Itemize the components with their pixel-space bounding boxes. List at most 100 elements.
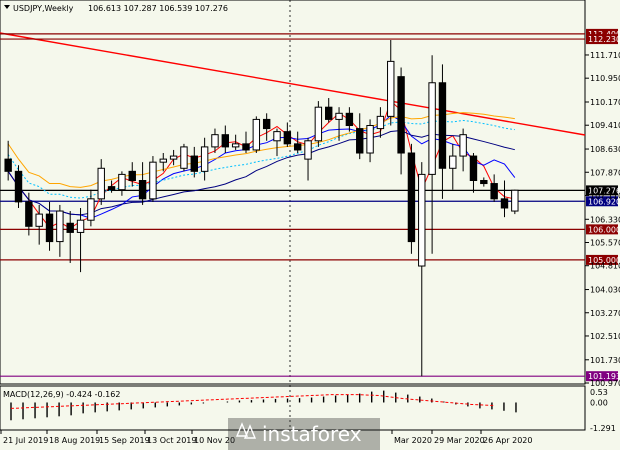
candle-body [459, 134, 467, 157]
candle-body [325, 106, 333, 120]
candle-body [283, 131, 292, 145]
candle-body [66, 222, 74, 233]
y-tick-label: 107.870 [590, 168, 620, 177]
level-label-box [586, 371, 618, 382]
candle-body [428, 82, 436, 175]
level-label: 107.276 [588, 186, 620, 195]
level-label: 101.193 [588, 372, 620, 381]
level-label: 105.000 [588, 256, 620, 265]
candle-body [221, 134, 230, 148]
instaforex-logo-icon [235, 422, 257, 439]
candle-body [87, 198, 95, 221]
macd-histogram [10, 390, 517, 421]
x-tick-label: 10 Nov 20 [194, 436, 235, 445]
macd-panel-frame [0, 385, 586, 431]
y-tick-label: 107.110 [590, 191, 620, 200]
y-tick-label: 102.510 [590, 332, 620, 341]
level-label-box [586, 28, 618, 39]
candle-body [190, 155, 198, 172]
macd-label: MACD(12,26,9) -0.424 -0.162 [3, 390, 120, 399]
candle-body [4, 158, 12, 172]
y-tick-label: 103.270 [590, 309, 620, 318]
level-label-box [586, 224, 618, 235]
candle-body [14, 170, 23, 203]
candle-body [242, 143, 250, 151]
candle-body [356, 128, 364, 154]
y-tick-label: 108.630 [590, 145, 620, 154]
candle-body [449, 155, 457, 169]
y-tick-label: 100.970 [590, 379, 620, 388]
macd-tick-label: 0.53 [590, 388, 608, 397]
macd-tick-label: -1.291 [590, 424, 616, 433]
candle-body [273, 131, 281, 142]
candle-body [169, 155, 178, 160]
watermark-text: instaforex [262, 422, 362, 446]
x-tick-label: 29 Mar 2020 [434, 436, 485, 445]
x-tick-label: 26 Apr 2020 [483, 436, 532, 445]
candle-body [149, 161, 157, 200]
x-tick-label: Mar 2020 [394, 436, 432, 445]
dropdown-triangle-icon[interactable] [4, 5, 10, 9]
level-label: 106.000 [588, 225, 620, 234]
candle-body [387, 60, 395, 117]
candle-body [407, 152, 416, 243]
red-trendline [0, 32, 586, 136]
y-tick-label: 110.170 [590, 98, 620, 107]
instaforex-watermark: instaforex [228, 418, 380, 450]
price-panel-frame [0, 0, 586, 385]
y-tick-label: 104.810 [590, 262, 620, 271]
candle-body [490, 183, 498, 200]
candle-body [138, 179, 147, 200]
macd-axis-ticks: 0.530.00 -1.291 [590, 388, 616, 433]
candle-body [118, 173, 126, 191]
level-label-box [586, 254, 618, 265]
y-tick-label: 111.710 [590, 51, 620, 60]
x-tick-label: 15 Sep 2019 [99, 436, 150, 445]
candle-body [35, 213, 43, 227]
candle-body [314, 106, 323, 142]
candle-body [252, 118, 261, 151]
candles [4, 40, 519, 377]
candle-body [304, 140, 312, 160]
y-tick-label: 109.410 [590, 121, 620, 130]
candle-body [469, 155, 478, 181]
candle-body [45, 213, 54, 243]
candle-body [211, 134, 219, 148]
candle-body [500, 198, 509, 209]
candle-body [511, 189, 519, 212]
candle-body [293, 143, 302, 151]
candle-body [376, 115, 385, 130]
y-tick-label: 106.330 [590, 215, 620, 224]
macd-signal-line [10, 394, 495, 409]
level-label-box [586, 185, 618, 196]
candle-body [262, 118, 271, 130]
candle-body [25, 201, 33, 227]
y-tick-label: 110.950 [590, 74, 620, 83]
level-label-box [586, 34, 618, 45]
candle-body [128, 170, 136, 181]
x-tick-label: 18 Aug 2019 [49, 436, 100, 445]
x-tick-label: 13 Oct 2019 [147, 436, 196, 445]
ohlc-values: 106.613 107.287 106.539 107.276 [88, 4, 228, 13]
candle-body [480, 179, 488, 185]
candle-body [180, 146, 188, 169]
x-tick-label: 21 Jul 2019 [3, 436, 48, 445]
symbol-label: USDJPY,Weekly [13, 4, 74, 13]
candle-body [345, 112, 354, 127]
candle-body [231, 143, 240, 148]
level-label: 106.920 [588, 197, 620, 206]
y-tick-label: 104.030 [590, 286, 620, 295]
candle-body [335, 112, 343, 120]
y-axis-ticks: 111.710 110.950 110.170 109.410 108.630 107.8… [585, 51, 620, 388]
candle-body [97, 167, 105, 200]
candle-body [418, 173, 426, 267]
candle-body [397, 76, 405, 154]
y-tick-label: 101.730 [590, 356, 620, 365]
candle-body [200, 146, 209, 172]
candle-body [159, 158, 167, 163]
horizontal-levels: 112.400112.230107.276106.920106.000105.0… [0, 28, 620, 382]
candle-body [76, 219, 85, 233]
candle-body [107, 186, 116, 191]
